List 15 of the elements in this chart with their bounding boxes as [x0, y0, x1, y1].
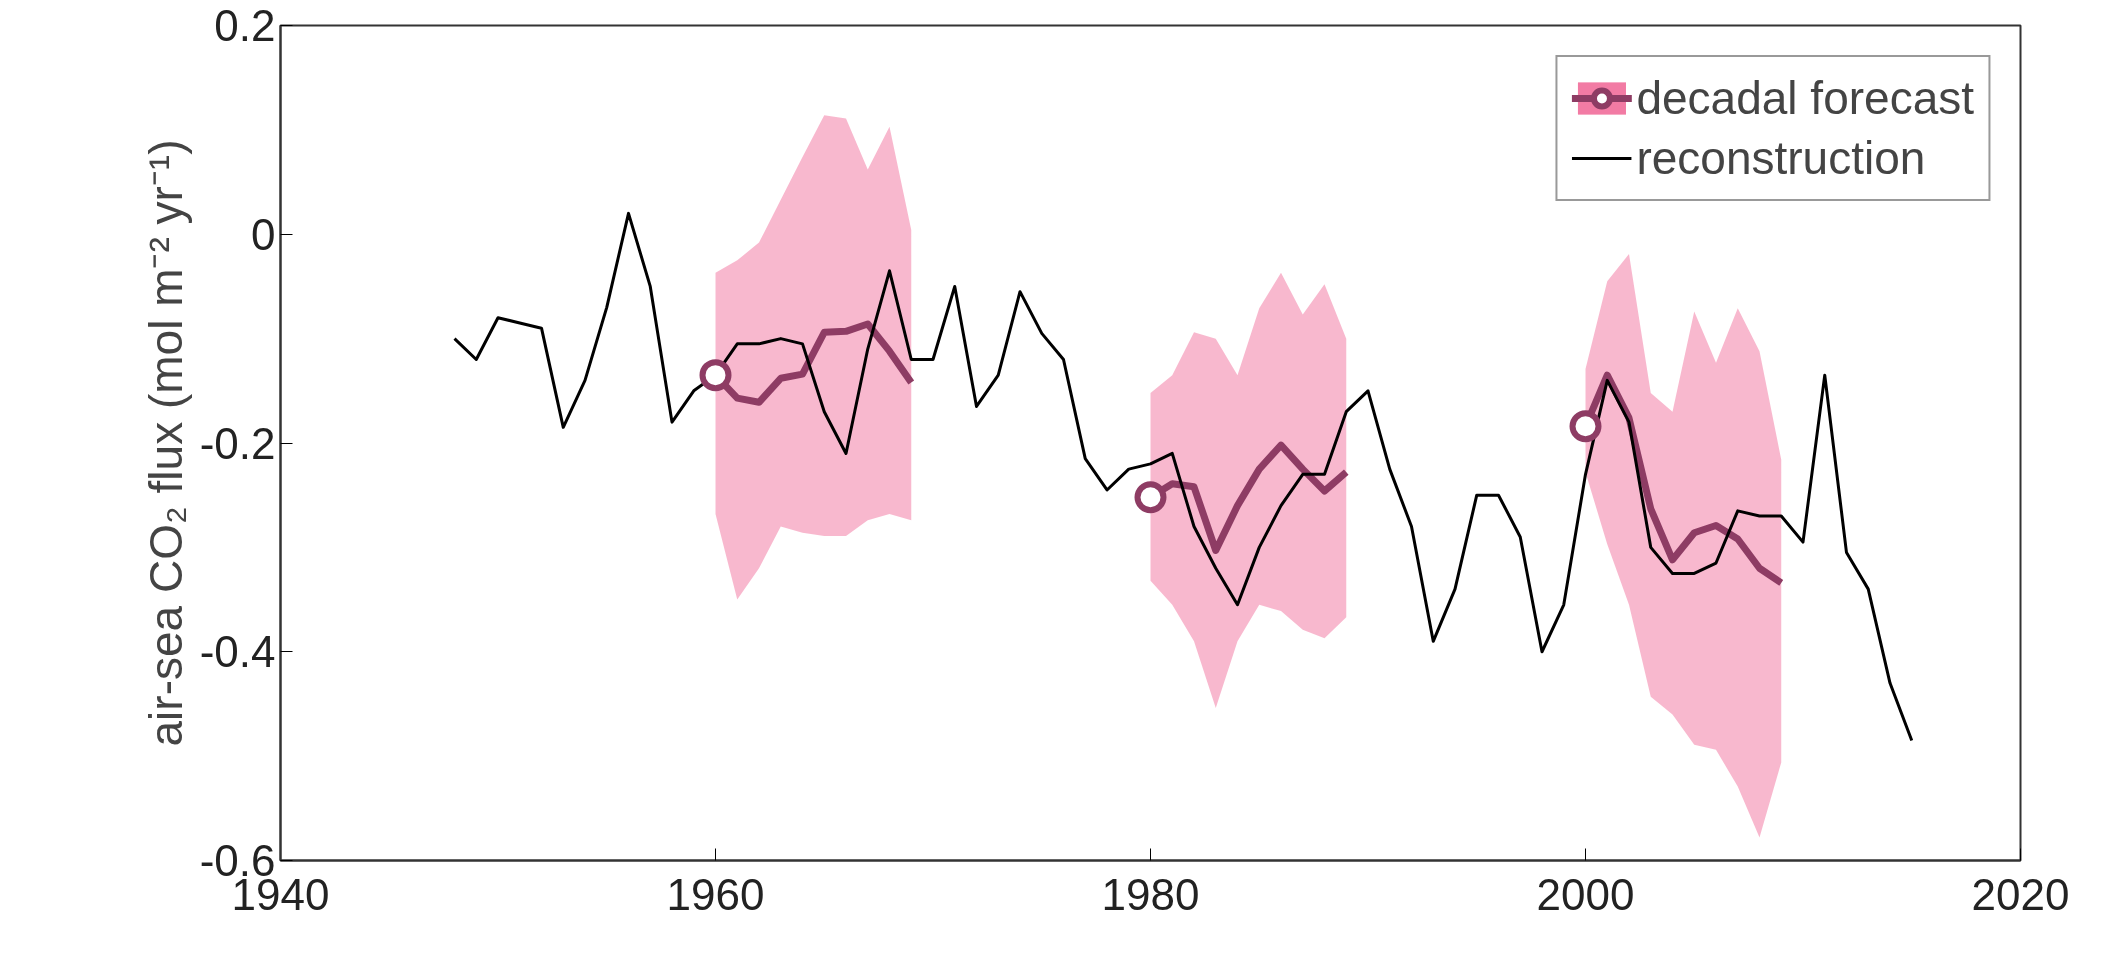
legend-label: reconstruction: [1636, 131, 1926, 185]
line-series: [453, 211, 1914, 742]
y-tick-label: 0.2: [214, 1, 276, 50]
x-tick-label: 2020: [1971, 869, 2070, 919]
y-tick-label: 0: [251, 209, 276, 259]
point: [1569, 410, 1602, 443]
x-tick-label: 2000: [1536, 869, 1635, 919]
x-tick-label: 1980: [1101, 869, 1200, 919]
y-axis-title: air-sea CO₂ flux (mol m⁻² yr⁻¹): [139, 139, 192, 747]
point: [1134, 481, 1167, 514]
legend-label: decadal forecast: [1636, 71, 1974, 125]
y-tick-label: -0.4: [199, 627, 276, 677]
point: [699, 359, 732, 392]
x-tick-label: 1960: [666, 869, 765, 919]
y-tick-label: -0.2: [199, 418, 276, 468]
